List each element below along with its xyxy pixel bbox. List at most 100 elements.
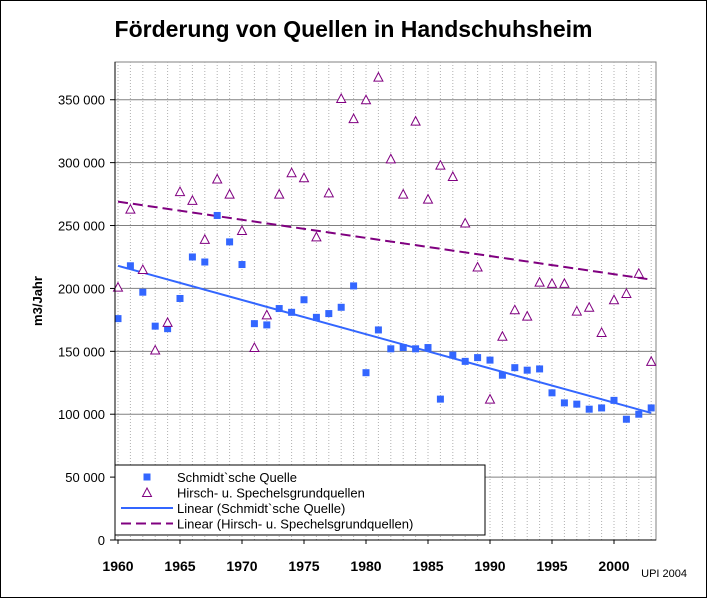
point-schmidt — [474, 354, 482, 362]
point-hirsch — [137, 263, 149, 275]
point-schmidt — [300, 296, 308, 304]
point-hirsch — [534, 276, 545, 287]
point-schmidt — [263, 321, 271, 329]
point-hirsch — [162, 316, 173, 327]
point-hirsch — [484, 393, 496, 404]
point-hirsch — [249, 341, 260, 353]
point-schmidt — [288, 308, 296, 316]
y-tick-label: 200 000 — [58, 281, 105, 296]
y-tick-label: 300 000 — [58, 156, 105, 171]
x-tick-label: 1970 — [226, 558, 257, 574]
point-hirsch — [174, 185, 186, 197]
point-schmidt — [151, 322, 159, 330]
point-schmidt — [275, 305, 283, 313]
point-hirsch — [521, 310, 533, 321]
point-hirsch — [497, 330, 508, 341]
point-schmidt — [126, 262, 134, 270]
point-schmidt — [325, 310, 333, 318]
point-schmidt — [114, 315, 122, 323]
legend-linear-schmidt-label: Linear (Schmidt`sche Quelle) — [177, 501, 345, 516]
point-hirsch — [323, 187, 335, 198]
point-schmidt — [622, 415, 630, 423]
plot-area — [114, 61, 657, 541]
point-schmidt — [213, 211, 221, 219]
point-hirsch — [125, 203, 136, 214]
point-schmidt — [226, 238, 234, 246]
point-hirsch — [608, 294, 620, 305]
point-schmidt — [139, 288, 147, 296]
point-schmidt — [523, 366, 531, 374]
point-hirsch — [335, 92, 347, 103]
x-tick-label: 1985 — [412, 558, 443, 574]
point-hirsch — [348, 113, 359, 124]
y-tick-label: 50 000 — [65, 470, 105, 485]
point-schmidt — [188, 253, 196, 261]
point-hirsch — [583, 301, 595, 312]
legend-linear-hirsch-label: Linear (Hirsch- u. Spechelsgrundquellen) — [177, 517, 413, 532]
legend-box — [114, 464, 486, 536]
x-tick-label: 1995 — [536, 558, 567, 574]
x-tick-label: 1965 — [164, 558, 195, 574]
point-schmidt — [399, 344, 407, 352]
plot-background — [114, 61, 657, 541]
point-schmidt — [511, 364, 519, 372]
x-tick-label: 1960 — [102, 558, 133, 574]
y-tick-label: 0 — [98, 533, 105, 548]
point-schmidt — [374, 326, 382, 334]
point-schmidt — [337, 303, 345, 311]
point-schmidt — [573, 400, 581, 408]
trendlines — [117, 200, 652, 414]
point-hirsch — [645, 355, 657, 366]
point-hirsch — [596, 326, 607, 337]
point-hirsch — [472, 261, 483, 272]
point-hirsch — [360, 94, 372, 105]
x-tick-label: 1990 — [474, 558, 505, 574]
point-hirsch — [286, 167, 297, 178]
y-tick-label: 250 000 — [58, 219, 105, 234]
point-schmidt — [598, 404, 606, 412]
x-tick-label: 2000 — [598, 558, 629, 574]
x-tick-label: 1980 — [350, 558, 381, 574]
point-schmidt — [350, 282, 358, 290]
point-schmidt — [536, 365, 544, 373]
x-tick-label: 1975 — [288, 558, 319, 574]
point-schmidt — [250, 320, 258, 328]
point-hirsch — [187, 194, 198, 205]
point-schmidt — [449, 351, 457, 359]
legend-hirsch-label: Hirsch- u. Spechelsgrundquellen — [177, 486, 365, 501]
point-schmidt — [387, 345, 395, 353]
point-hirsch — [422, 193, 434, 204]
point-schmidt — [201, 258, 209, 266]
point-hirsch — [621, 287, 632, 298]
point-hirsch — [435, 159, 446, 170]
legend-schmidt-marker — [143, 473, 151, 481]
point-hirsch — [385, 153, 397, 164]
point-schmidt — [424, 344, 432, 352]
point-schmidt — [412, 345, 420, 353]
point-hirsch — [410, 115, 421, 126]
point-hirsch — [546, 277, 558, 288]
y-axis-title: m3/Jahr — [30, 276, 45, 326]
point-hirsch — [261, 309, 273, 320]
legend-schmidt-label: Schmidt`sche Quelle — [177, 470, 297, 485]
point-schmidt — [498, 371, 506, 379]
point-hirsch — [211, 173, 223, 184]
point-schmidt — [486, 356, 494, 364]
point-hirsch — [447, 170, 459, 181]
point-schmidt — [362, 369, 370, 377]
point-hirsch — [236, 224, 248, 236]
point-hirsch — [509, 304, 521, 315]
point-hirsch — [571, 305, 583, 316]
point-schmidt — [461, 357, 469, 365]
point-hirsch — [311, 231, 322, 242]
point-hirsch — [559, 277, 570, 288]
y-tick-label: 350 000 — [58, 93, 105, 108]
point-schmidt — [610, 396, 618, 404]
point-schmidt — [560, 399, 568, 407]
y-tick-label: 150 000 — [58, 344, 105, 359]
point-schmidt — [238, 261, 246, 269]
trendline-schmidt — [117, 264, 652, 414]
point-hirsch — [298, 172, 310, 183]
